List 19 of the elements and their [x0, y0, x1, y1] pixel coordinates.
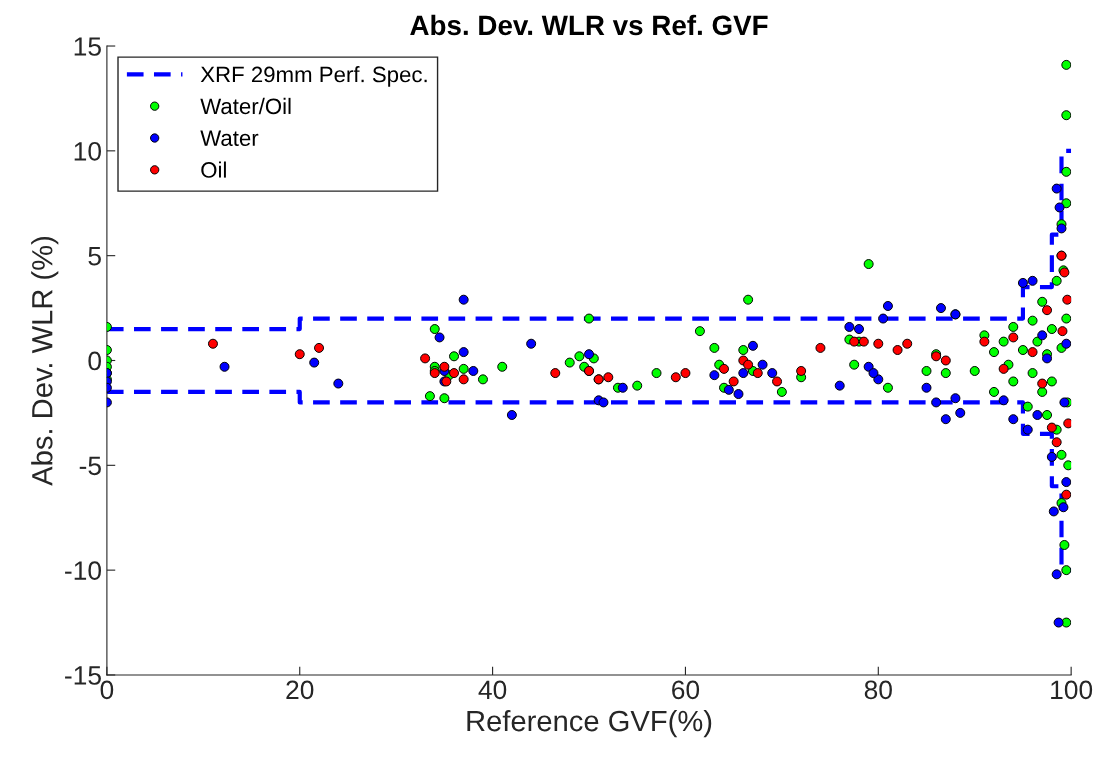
legend-label: Water/Oil — [200, 97, 291, 115]
y-tick-label: 10 — [74, 141, 101, 161]
legend-label: Water — [200, 130, 259, 146]
x-axis-title: Reference GVF(%) — [467, 709, 712, 738]
chart-title: Abs. Dev. WLR vs Ref. GVF — [410, 14, 768, 36]
x-tick-label: 60 — [672, 680, 700, 700]
legend-label: Oil — [201, 161, 226, 178]
y-tick-label: 0 — [88, 351, 101, 371]
y-axis-title: Abs. Dev. WLR (%) — [31, 236, 59, 486]
x-tick-label: 100 — [1051, 680, 1093, 700]
y-tick-label: -10 — [65, 561, 101, 580]
x-tick-label: 80 — [864, 680, 892, 700]
y-tick-label: -15 — [65, 666, 101, 685]
x-tick-label: 40 — [478, 680, 507, 700]
x-tick-label: 20 — [286, 680, 314, 700]
y-tick-label: -5 — [79, 456, 101, 476]
legend-label: XRF 29mm Perf. Spec. — [200, 66, 427, 87]
y-tick-label: 15 — [74, 37, 101, 56]
y-tick-label: 5 — [88, 247, 101, 266]
